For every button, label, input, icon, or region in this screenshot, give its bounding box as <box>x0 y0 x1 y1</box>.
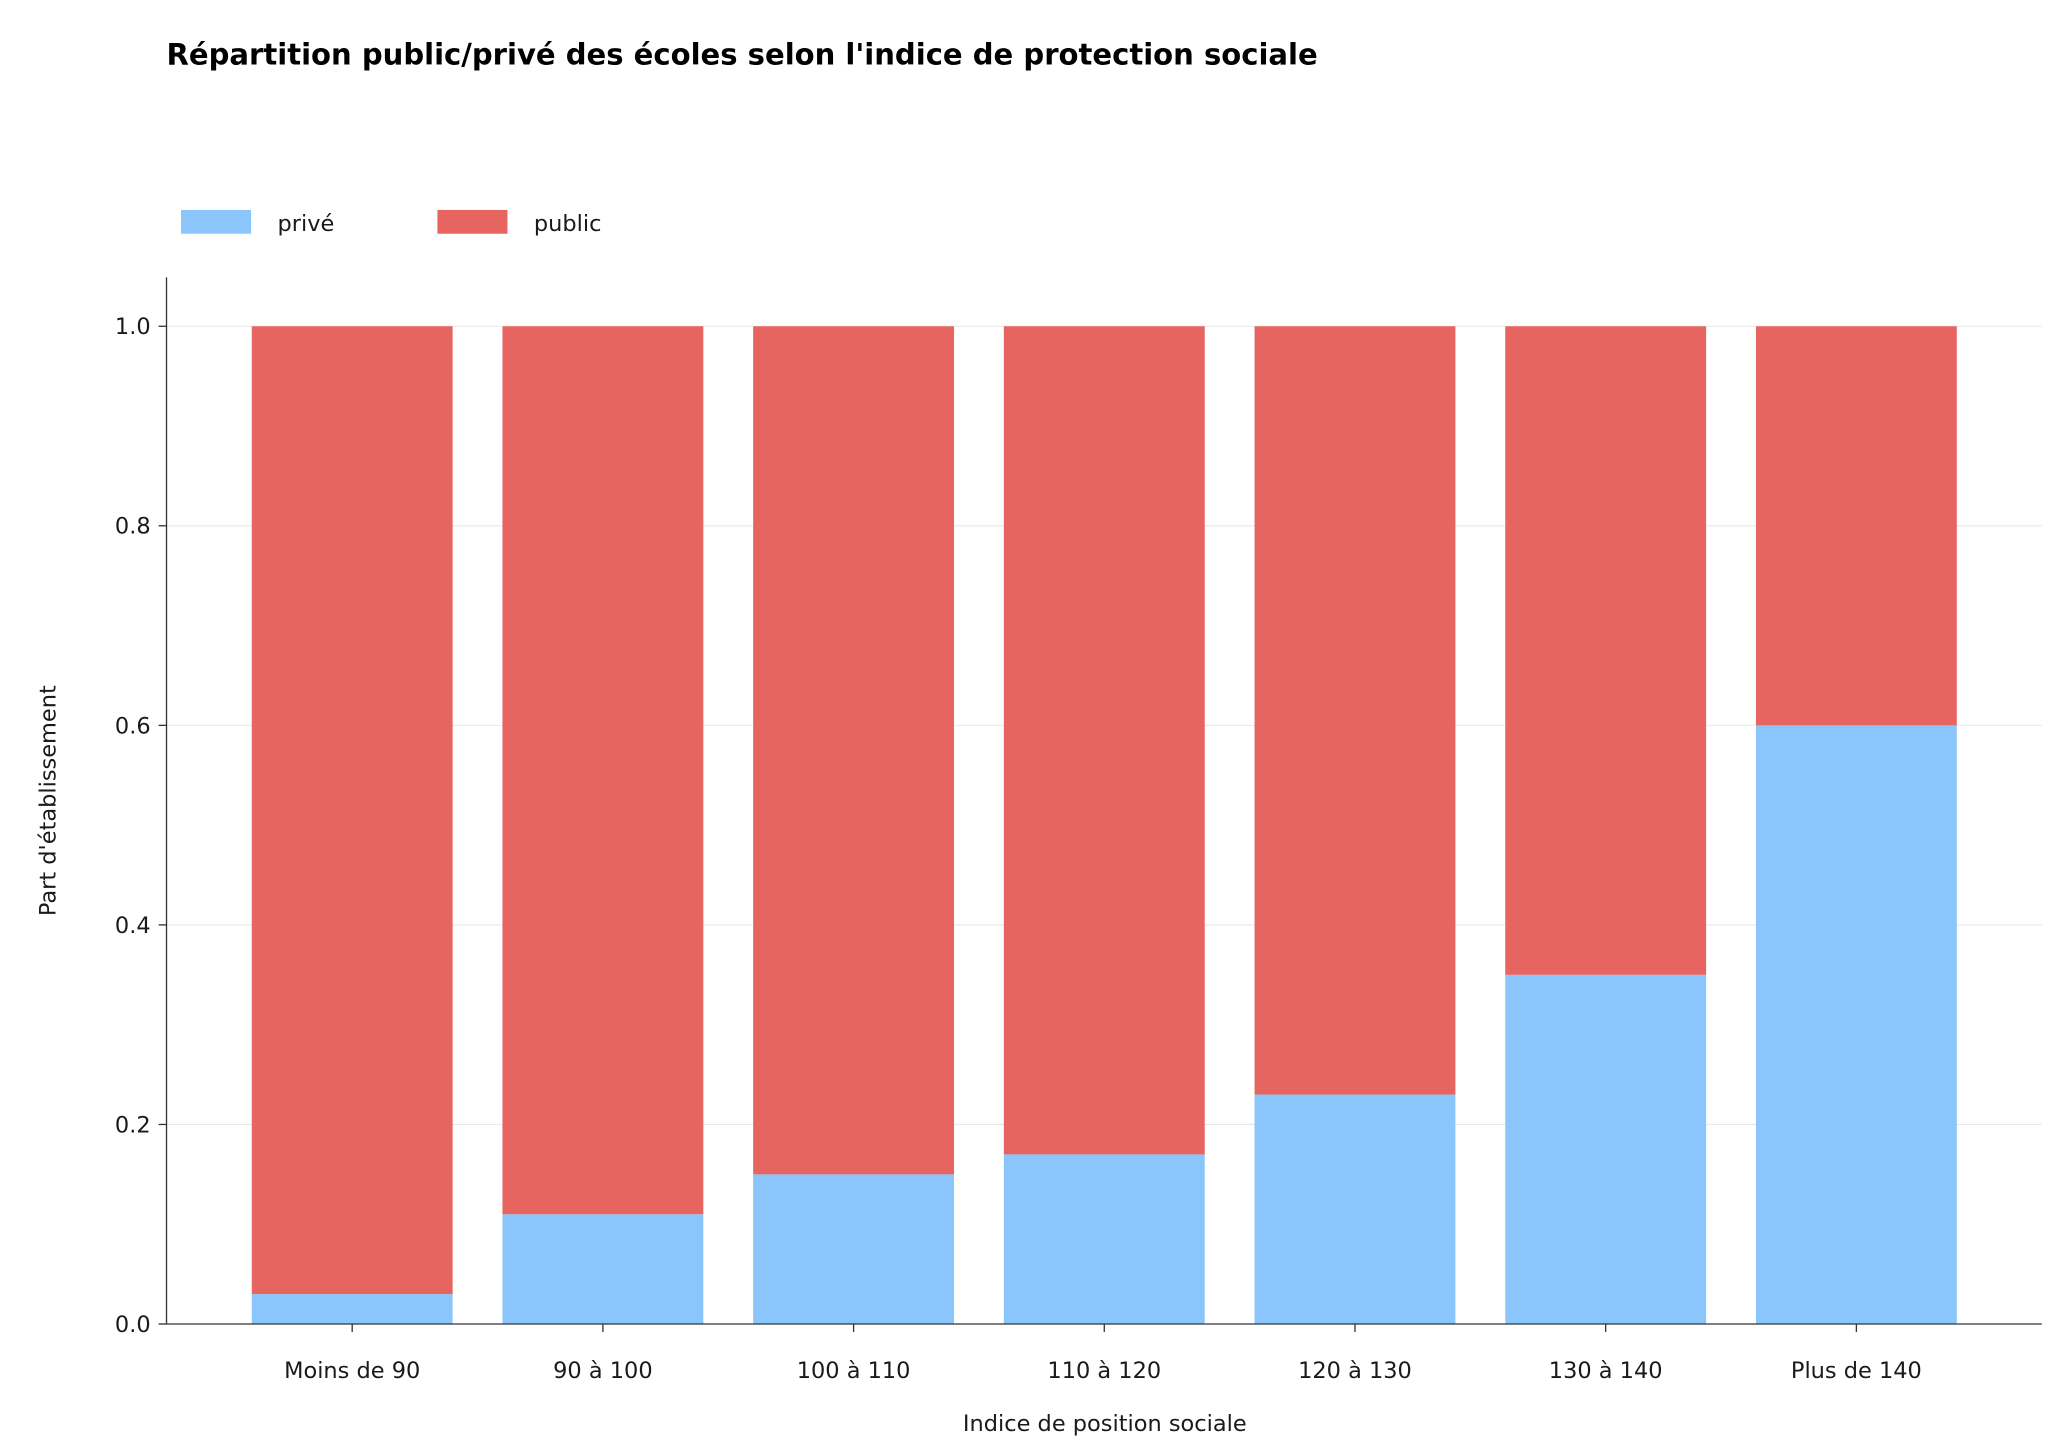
x-tick-label: Plus de 140 <box>1791 1358 1922 1384</box>
legend-swatch-public <box>437 209 508 234</box>
x-axis-label: Indice de position sociale <box>963 1411 1247 1437</box>
bar-public-0 <box>251 326 453 1295</box>
bar-privé-5 <box>1505 974 1707 1325</box>
bar-public-2 <box>753 326 955 1175</box>
y-axis-label: Part d'établissement <box>36 685 62 916</box>
bar-public-1 <box>502 326 704 1215</box>
bars <box>251 326 1957 1325</box>
bar-privé-1 <box>502 1214 704 1325</box>
x-tick-label: 90 à 100 <box>553 1358 652 1384</box>
y-tick-label: 0.6 <box>115 713 151 739</box>
y-tick-label: 0.2 <box>115 1112 151 1138</box>
chart-title: Répartition public/privé des écoles selo… <box>167 38 1318 72</box>
x-tick-label: 130 à 140 <box>1549 1358 1663 1384</box>
x-tick-label: 120 à 130 <box>1298 1358 1412 1384</box>
bar-privé-3 <box>1003 1154 1205 1325</box>
legend-label-privé: privé <box>278 211 335 237</box>
y-tick-label: 0.4 <box>115 913 151 939</box>
x-tick-label: 100 à 110 <box>797 1358 911 1384</box>
bar-public-4 <box>1254 326 1456 1095</box>
x-tick-label: Moins de 90 <box>284 1358 420 1384</box>
legend-swatch-privé <box>181 209 252 234</box>
bar-public-3 <box>1003 326 1205 1155</box>
x-tick-label: 110 à 120 <box>1047 1358 1161 1384</box>
bar-public-6 <box>1755 326 1957 726</box>
bar-privé-2 <box>753 1174 955 1325</box>
y-tick-label: 1.0 <box>115 314 151 340</box>
bar-public-5 <box>1505 326 1707 975</box>
x-axis-ticks: Moins de 90 90 à 100 100 à 110 110 à 120 120… <box>284 1324 1922 1384</box>
bar-privé-4 <box>1254 1094 1456 1325</box>
bar-privé-6 <box>1755 725 1957 1325</box>
bar-privé-0 <box>251 1294 453 1325</box>
y-axis-ticks: 0.0 0.2 0.4 0.6 0.8 1.0 <box>115 314 167 1338</box>
y-tick-label: 0.8 <box>115 514 151 540</box>
legend-label-public: public <box>534 211 602 237</box>
legend: privé public <box>181 209 602 237</box>
y-tick-label: 0.0 <box>115 1312 151 1338</box>
